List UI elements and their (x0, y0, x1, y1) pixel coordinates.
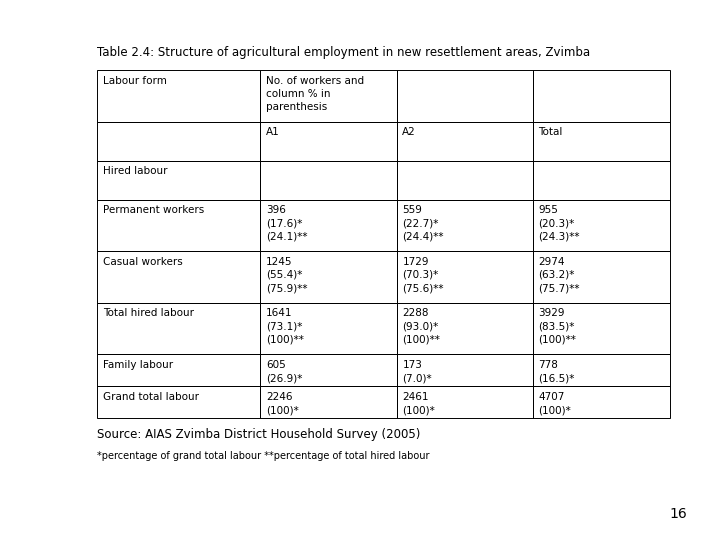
Bar (97, 354, 261, 387)
Text: Total hired labour: Total hired labour (103, 308, 194, 318)
Bar (533, 354, 670, 387)
Bar (261, 70, 397, 122)
Bar (97, 122, 261, 161)
Text: No. of workers and
column % in
parenthesis: No. of workers and column % in parenthes… (266, 76, 364, 112)
Bar (261, 251, 397, 303)
Text: Grand total labour: Grand total labour (103, 392, 199, 402)
Bar (397, 387, 533, 418)
Text: Family labour: Family labour (103, 360, 173, 370)
Bar (397, 251, 533, 303)
Text: Table 2.4: Structure of agricultural employment in new resettlement areas, Zvimb: Table 2.4: Structure of agricultural emp… (97, 46, 590, 59)
Bar (97, 387, 261, 418)
Text: 2288
(93.0)*
(100)**: 2288 (93.0)* (100)** (402, 308, 440, 345)
Bar (97, 161, 261, 200)
Bar (97, 70, 261, 122)
Text: 16: 16 (670, 507, 688, 521)
Bar (97, 303, 261, 354)
Bar (397, 200, 533, 251)
Text: Hired labour: Hired labour (103, 166, 168, 176)
Text: Labour form: Labour form (103, 76, 167, 86)
Text: 1729
(70.3)*
(75.6)**: 1729 (70.3)* (75.6)** (402, 256, 444, 293)
Bar (397, 122, 533, 161)
Text: A1: A1 (266, 127, 280, 137)
Bar (261, 200, 397, 251)
Bar (261, 303, 397, 354)
Bar (533, 251, 670, 303)
Bar (261, 122, 397, 161)
Bar (397, 354, 533, 387)
Text: A2: A2 (402, 127, 416, 137)
Bar (97, 200, 261, 251)
Text: 2246
(100)*: 2246 (100)* (266, 392, 299, 415)
Bar (397, 161, 533, 200)
Bar (261, 387, 397, 418)
Text: Total: Total (539, 127, 563, 137)
Bar (533, 200, 670, 251)
Bar (533, 70, 670, 122)
Text: 778
(16.5)*: 778 (16.5)* (539, 360, 575, 383)
Bar (533, 161, 670, 200)
Bar (97, 251, 261, 303)
Text: 396
(17.6)*
(24.1)**: 396 (17.6)* (24.1)** (266, 205, 307, 241)
Bar (533, 122, 670, 161)
Text: 559
(22.7)*
(24.4)**: 559 (22.7)* (24.4)** (402, 205, 444, 241)
Text: Permanent workers: Permanent workers (103, 205, 204, 215)
Text: 1245
(55.4)*
(75.9)**: 1245 (55.4)* (75.9)** (266, 256, 307, 293)
Bar (261, 161, 397, 200)
Bar (397, 303, 533, 354)
Text: 605
(26.9)*: 605 (26.9)* (266, 360, 302, 383)
Bar (397, 70, 533, 122)
Text: 2974
(63.2)*
(75.7)**: 2974 (63.2)* (75.7)** (539, 256, 580, 293)
Text: Casual workers: Casual workers (103, 256, 183, 267)
Text: 173
(7.0)*: 173 (7.0)* (402, 360, 432, 383)
Text: 1641
(73.1)*
(100)**: 1641 (73.1)* (100)** (266, 308, 304, 345)
Text: *percentage of grand total labour **percentage of total hired labour: *percentage of grand total labour **perc… (97, 451, 430, 461)
Text: 3929
(83.5)*
(100)**: 3929 (83.5)* (100)** (539, 308, 577, 345)
Bar (533, 303, 670, 354)
Bar (533, 387, 670, 418)
Text: 4707
(100)*: 4707 (100)* (539, 392, 571, 415)
Text: 2461
(100)*: 2461 (100)* (402, 392, 435, 415)
Text: Source: AIAS Zvimba District Household Survey (2005): Source: AIAS Zvimba District Household S… (97, 428, 420, 441)
Text: 955
(20.3)*
(24.3)**: 955 (20.3)* (24.3)** (539, 205, 580, 241)
Bar (261, 354, 397, 387)
